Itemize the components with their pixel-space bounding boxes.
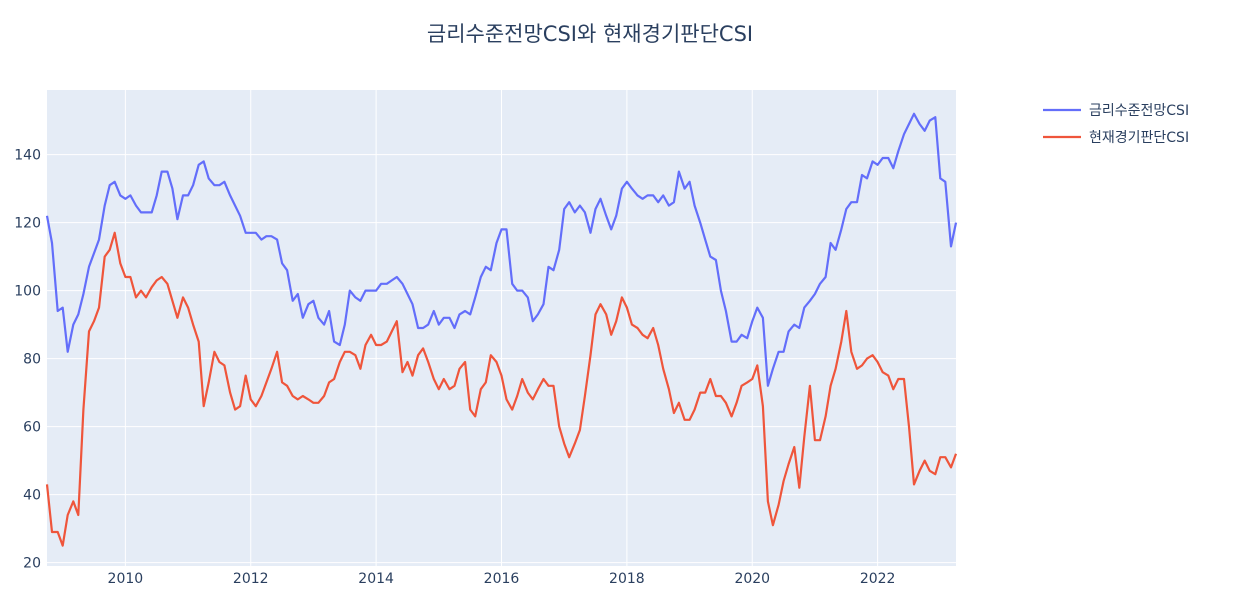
legend-label: 현재경기판단CSI (1089, 130, 1189, 146)
x-tick-label: 2018 (609, 571, 645, 587)
series-layer (45, 112, 958, 547)
y-tick-label: 60 (23, 420, 41, 436)
x-tick-label: 2016 (484, 571, 520, 587)
y-tick-label: 20 (23, 556, 41, 572)
x-tick-label: 2010 (108, 571, 144, 587)
series-line-2 (45, 231, 958, 547)
chart-title: 금리수준전망CSI와 현재경기판단CSI (426, 22, 754, 46)
legend-item[interactable]: 현재경기판단CSI (1043, 130, 1189, 146)
legend-label: 금리수준전망CSI (1089, 103, 1189, 119)
x-tick-label: 2020 (734, 571, 770, 587)
x-gridlines (124, 90, 879, 566)
legend[interactable]: 금리수준전망CSI 현재경기판단CSI (1043, 103, 1189, 146)
y-tick-label: 80 (23, 352, 41, 368)
x-tick-label: 2022 (860, 571, 896, 587)
y-tick-labels: 20 40 60 80 100 120 140 (14, 148, 41, 572)
y-tick-label: 140 (14, 148, 41, 164)
y-tick-label: 100 (14, 284, 41, 300)
series-line-1 (45, 112, 958, 387)
y-tick-label: 120 (14, 216, 41, 232)
y-tick-label: 40 (23, 488, 41, 504)
x-tick-label: 2012 (233, 571, 269, 587)
legend-item[interactable]: 금리수준전망CSI (1043, 103, 1189, 119)
x-tick-label: 2014 (358, 571, 394, 587)
x-tick-labels: 2010 2012 2014 2016 2018 2020 2022 (108, 571, 896, 587)
